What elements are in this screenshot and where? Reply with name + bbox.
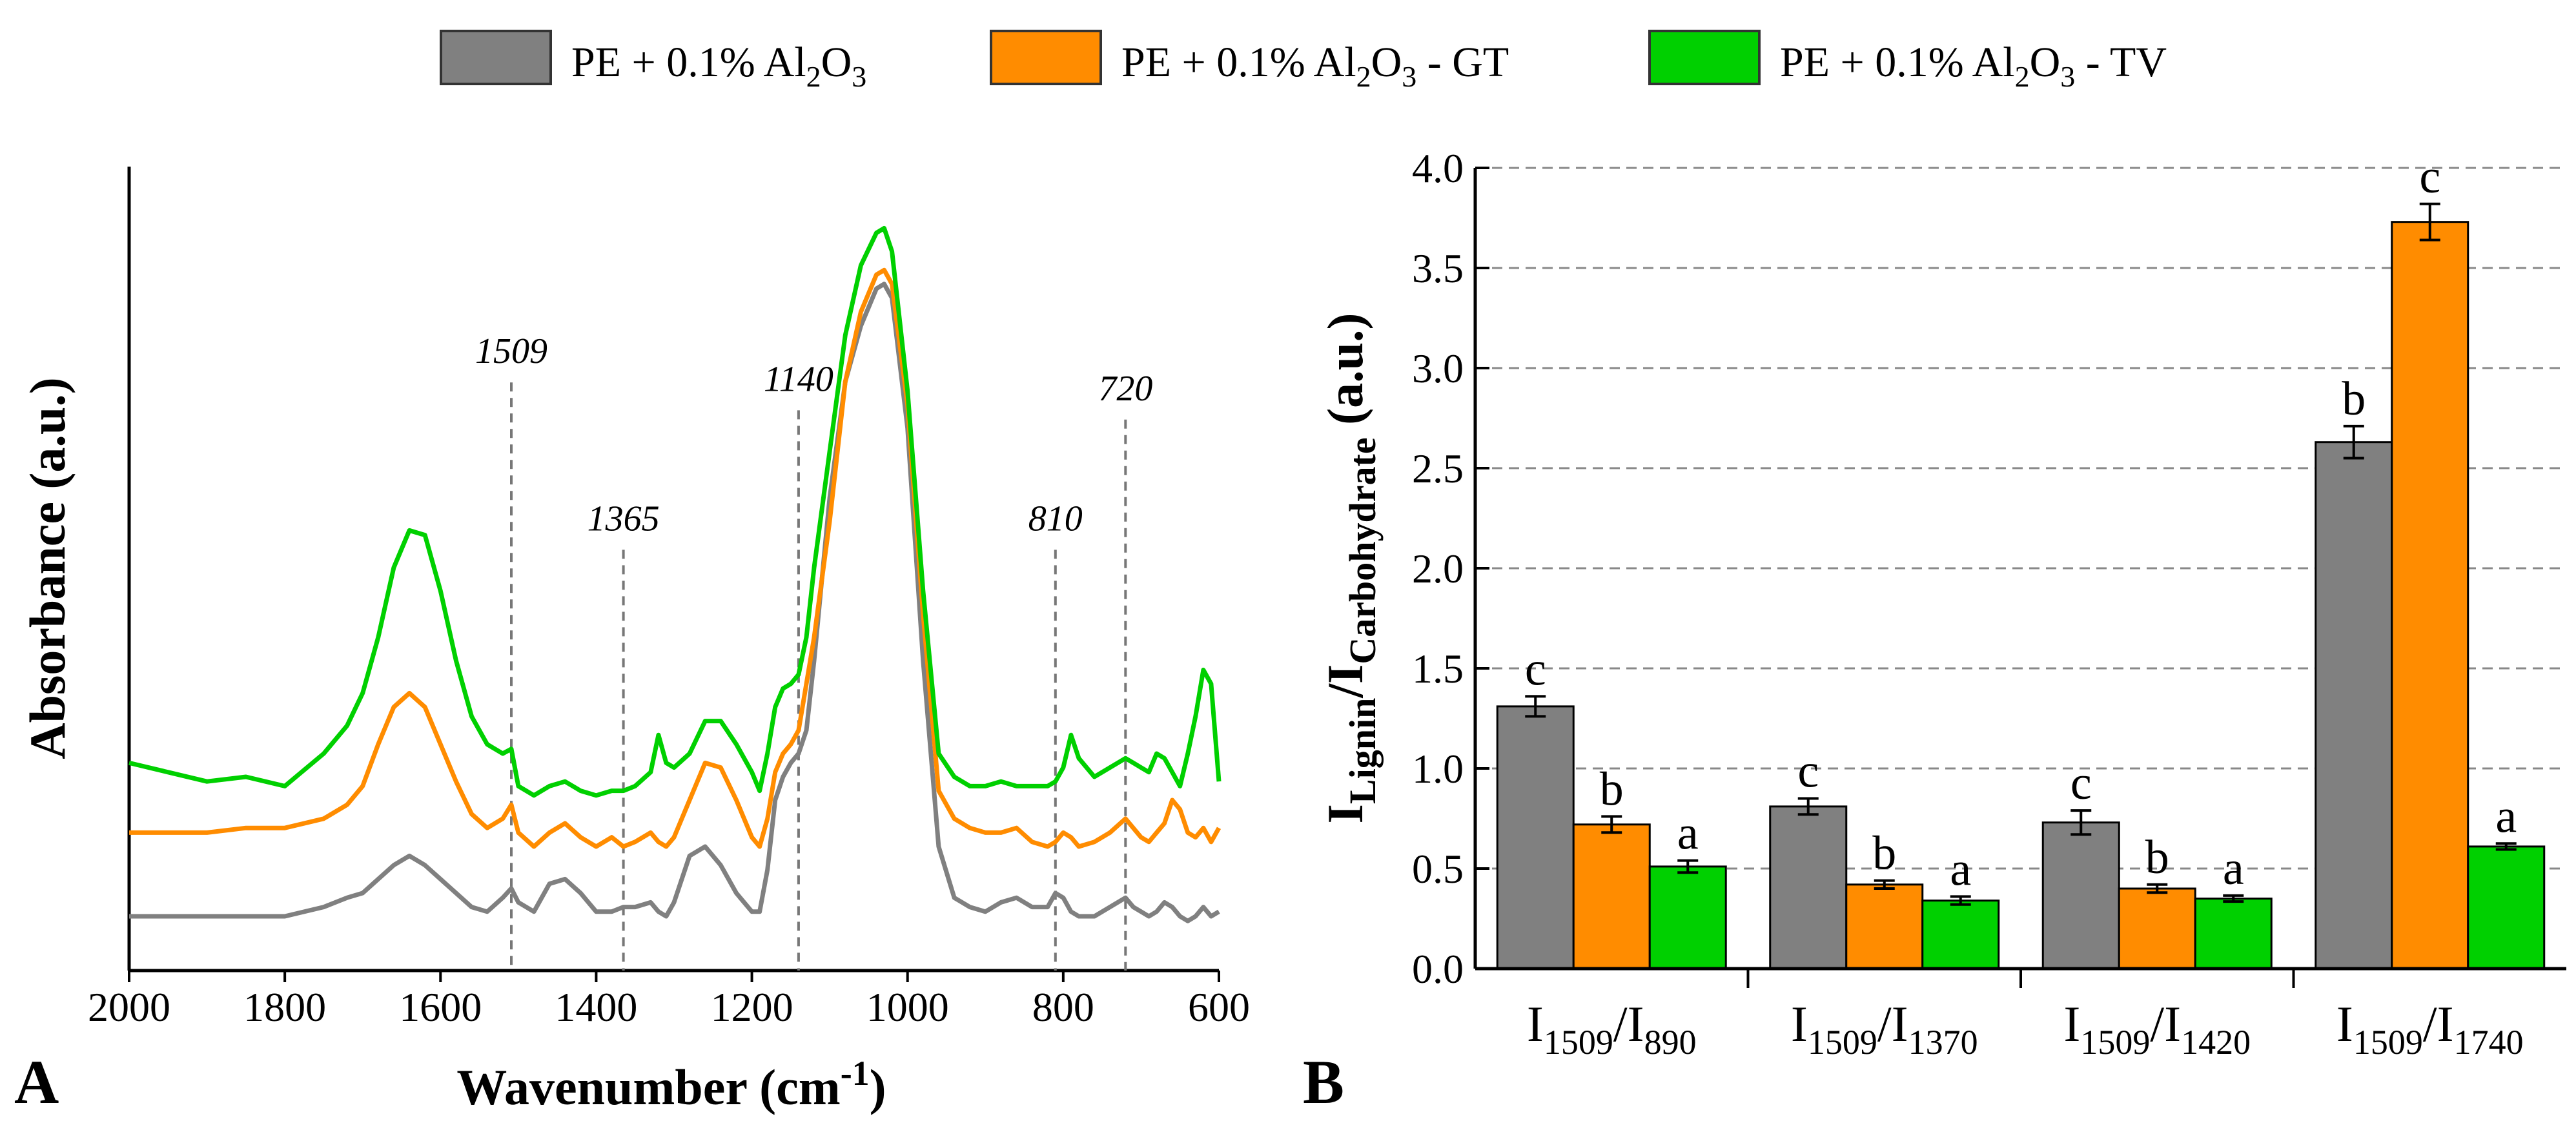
panel-b-y-tick-label: 0.5: [1412, 846, 1464, 892]
legend-swatch-tv: [1648, 30, 1761, 85]
significance-label: c: [1525, 643, 1546, 695]
panel-a-x-tick-label: 600: [1188, 984, 1250, 1030]
panel-a-spectrum: 2000 1800 1600 1400 1200 1000 800 600 150913651…: [14, 167, 1250, 1117]
panel-b-y-tick-label: 3.5: [1412, 245, 1464, 291]
bar: [2194, 898, 2273, 970]
bar: [1845, 883, 1924, 970]
panel-b-y-tick-label: 1.5: [1412, 646, 1464, 692]
peak-marker-label: 720: [1098, 369, 1152, 409]
panel-a-x-tick-label: 1200: [711, 984, 793, 1030]
legend-item-gt: PE + 0.1% Al2O3 - GT: [990, 30, 1509, 93]
legend-label-pe: PE + 0.1% Al2O3: [571, 39, 866, 93]
legend-swatch-pe: [440, 30, 552, 85]
panel-a-x-tick-label: 1600: [399, 984, 482, 1030]
panel-b-category-label: I1509/I1420: [2063, 996, 2251, 1062]
bar: [2041, 821, 2120, 970]
bar: [2315, 441, 2393, 970]
panel-b-y-tick-label: 3.0: [1412, 345, 1464, 391]
panel-b-y-label: ILignin/ICarbohydrate (a.u.): [1317, 313, 1384, 824]
bar: [2467, 845, 2546, 970]
bar: [2118, 887, 2196, 970]
panel-a-y-label: Absorbance (a.u.): [19, 377, 76, 759]
significance-label: b: [1600, 763, 1624, 816]
significance-label: b: [2342, 373, 2366, 426]
panel-b-y-tick-label: 4.0: [1412, 145, 1464, 191]
panel-b-y-tick-label: 0.0: [1412, 946, 1464, 992]
bar: [1572, 823, 1651, 970]
spectrum-line-1: [129, 267, 1222, 849]
panel-b-y-tick-label: 2.0: [1412, 546, 1464, 592]
significance-label: c: [1797, 745, 1819, 798]
panel-b-y-tick-label: 2.5: [1412, 446, 1464, 491]
bar: [1769, 805, 1848, 970]
peak-marker-label: 810: [1028, 499, 1083, 539]
peak-marker-label: 1509: [475, 331, 547, 371]
panel-b-letter: B: [1303, 1047, 1344, 1117]
bar: [1496, 705, 1575, 970]
panel-b-category-label: I1509/I1740: [2336, 996, 2524, 1062]
panel-a-series: [128, 225, 1222, 923]
significance-label: a: [1950, 843, 1971, 896]
bar: [2391, 221, 2469, 970]
panel-a-x-tick-label: 1800: [243, 984, 326, 1030]
legend: PE + 0.1% Al2O3 PE + 0.1% Al2O3 - GT PE …: [440, 30, 2167, 93]
panel-a-x-tick-label: 2000: [88, 984, 170, 1030]
legend-item-pe: PE + 0.1% Al2O3: [440, 30, 866, 93]
peak-marker-label: 1140: [764, 359, 833, 399]
panel-a-peak-markers: 1509 1365 1140 810 720: [475, 331, 1152, 971]
panel-a-x-label: Wavenumber (cm-1): [456, 1054, 886, 1115]
peak-marker-label: 1365: [588, 499, 660, 539]
legend-item-tv: PE + 0.1% Al2O3 - TV: [1648, 30, 2167, 93]
significance-label: b: [1872, 827, 1896, 880]
significance-label: b: [2145, 831, 2169, 884]
significance-label: a: [2495, 790, 2517, 843]
bar: [1648, 865, 1727, 970]
significance-label: a: [2223, 842, 2244, 895]
spectrum-line-0: [129, 282, 1220, 923]
panel-a-x-tick-label: 800: [1032, 984, 1094, 1030]
legend-label-gt: PE + 0.1% Al2O3 - GT: [1121, 39, 1509, 93]
legend-swatch-gt: [990, 30, 1102, 85]
panel-a-x-tick-label: 1400: [555, 984, 637, 1030]
bar: [1921, 900, 2000, 970]
legend-label-tv: PE + 0.1% Al2O3 - TV: [1780, 39, 2167, 93]
panel-a-x-tick-label: 1000: [866, 984, 949, 1030]
panel-b-y-tick-label: 1.0: [1412, 746, 1464, 792]
panel-b-y-ticks: 0.0 0.5 1.0 1.5 2.0 2.5 3.0 3.5 4.0: [1412, 145, 1489, 992]
significance-label: c: [2419, 150, 2440, 203]
panel-b-category-label: I1509/I890: [1527, 996, 1697, 1062]
panel-b-category-label: I1509/I1370: [1791, 996, 1978, 1062]
panel-a-x-ticks: 2000 1800 1600 1400 1200 1000 800 600: [88, 971, 1250, 1030]
panel-a-letter: A: [14, 1047, 59, 1117]
significance-label: a: [1677, 807, 1699, 860]
significance-label: c: [2070, 757, 2092, 810]
spectrum-line-2: [128, 225, 1222, 798]
panel-b-x-ticks: I1509/I890 I1509/I1370 I1509/I1420 I1509/I1…: [1527, 969, 2524, 1062]
